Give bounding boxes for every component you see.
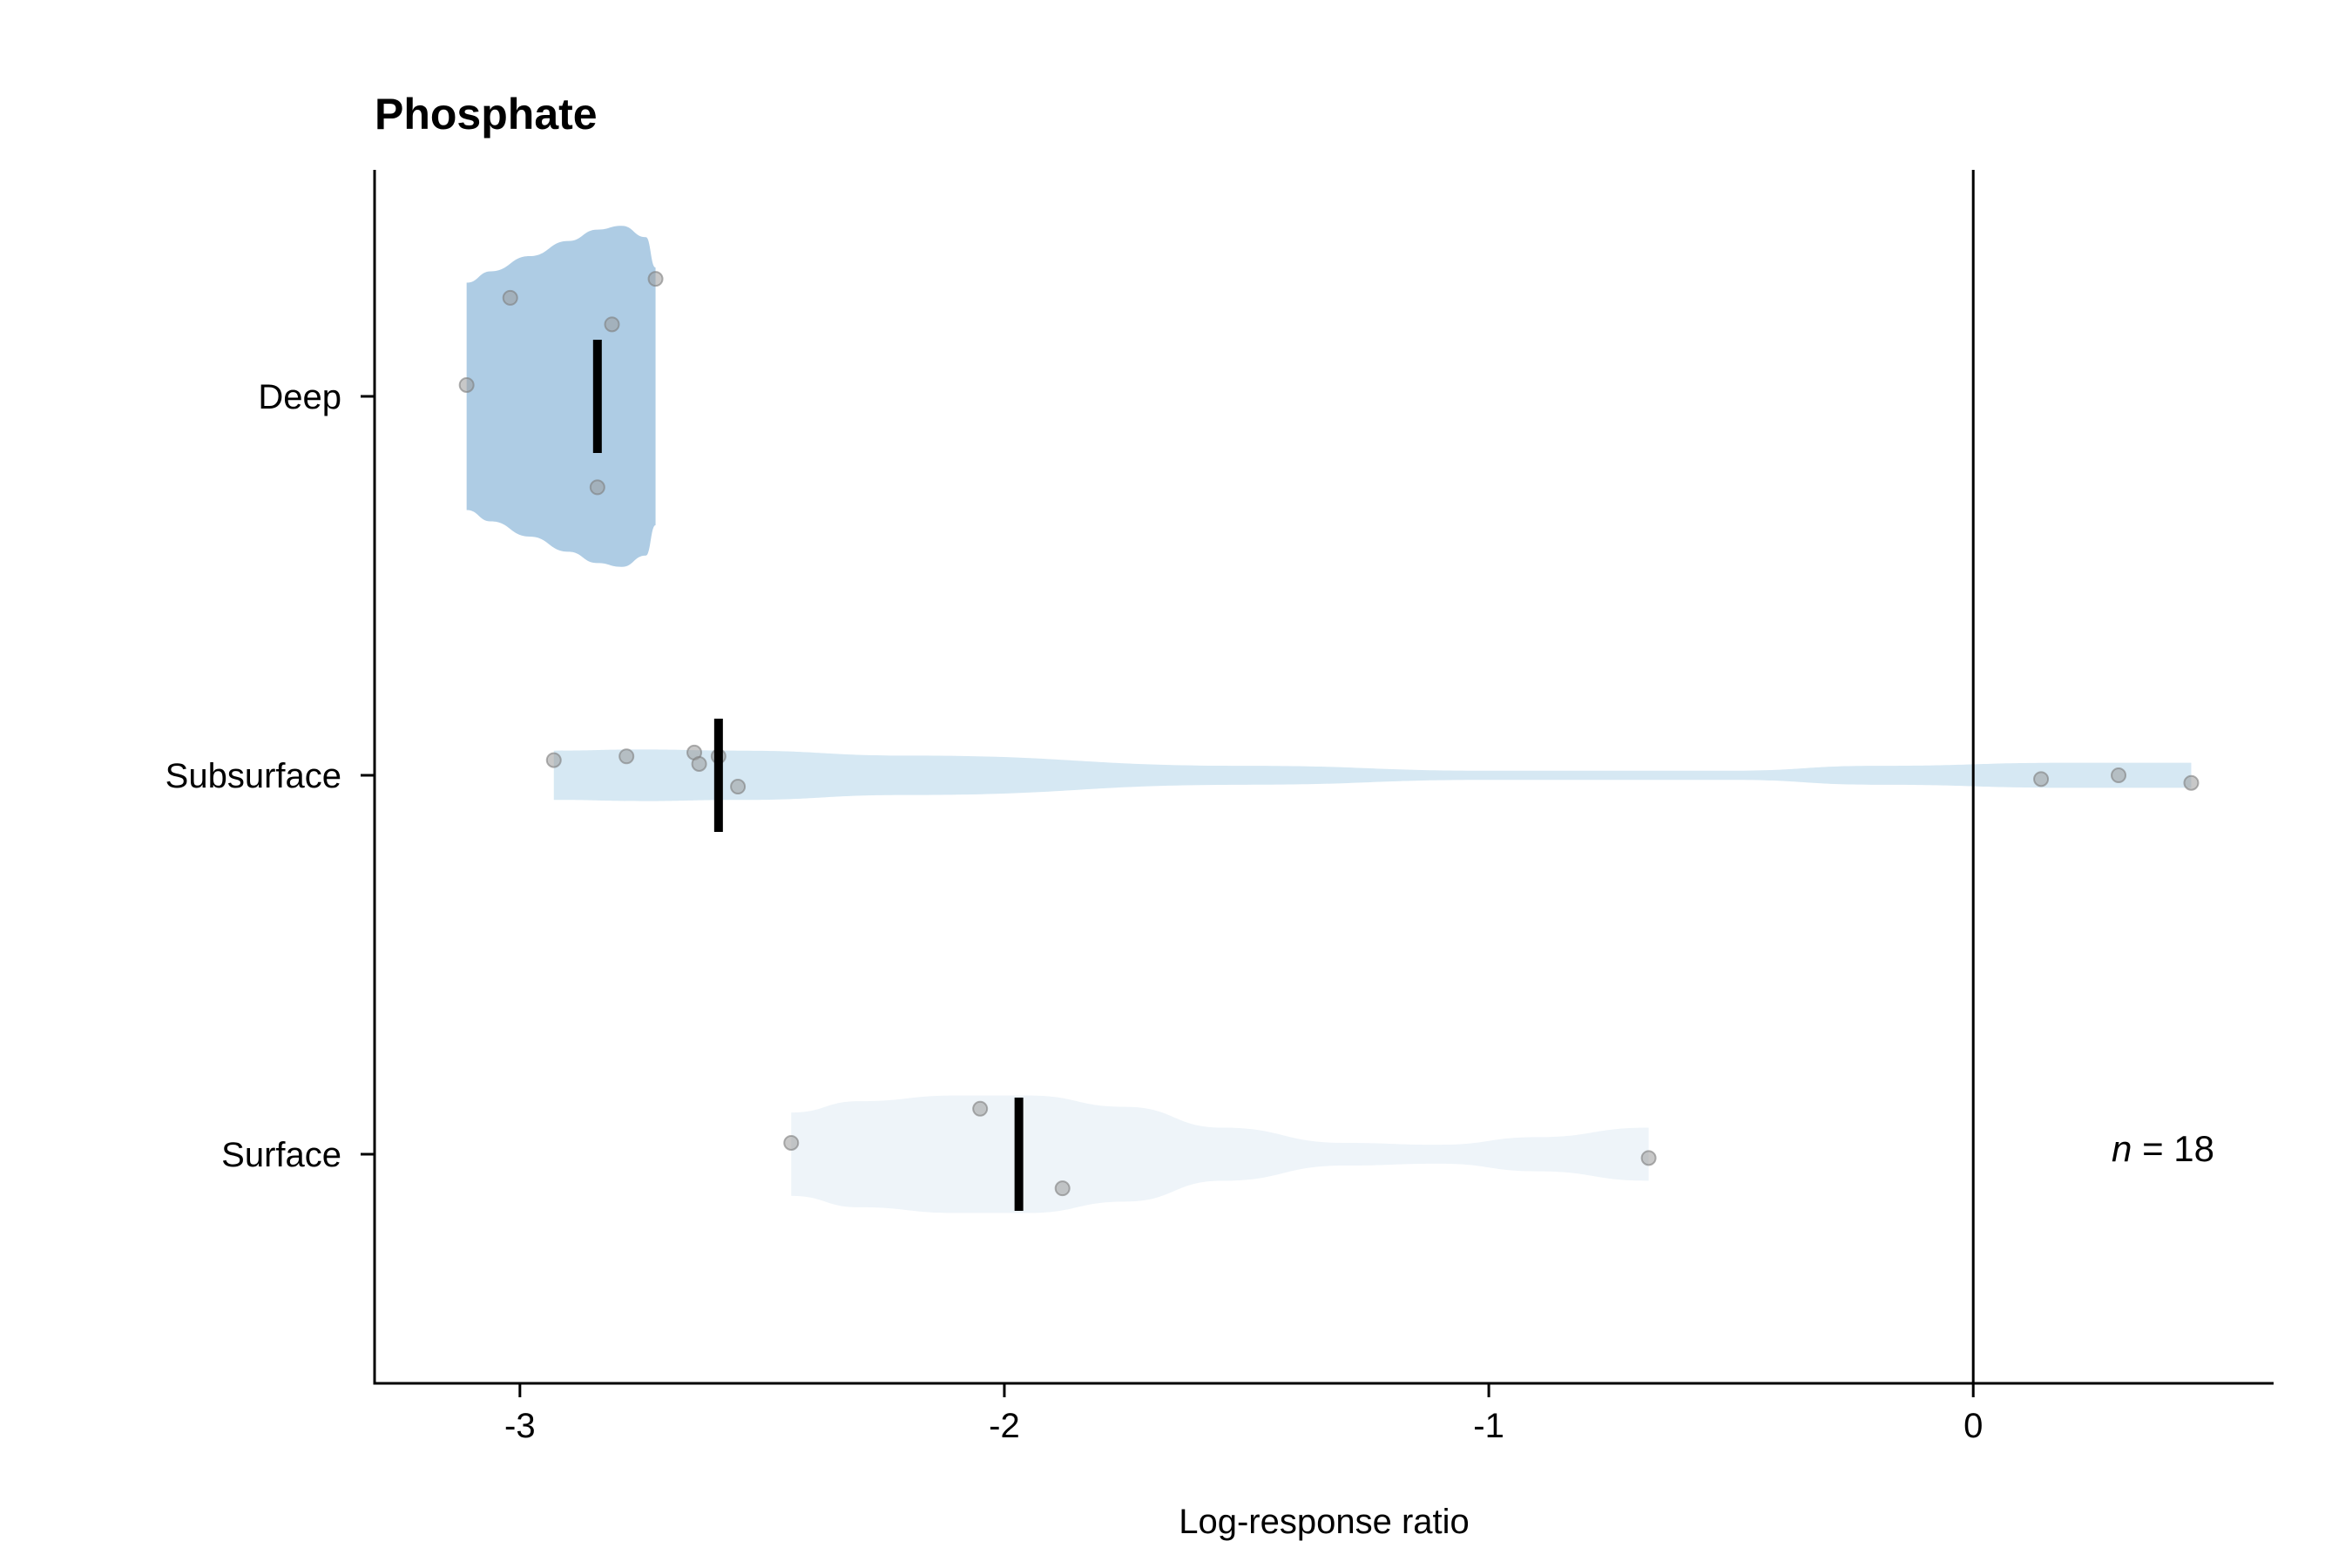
data-point — [2111, 767, 2127, 783]
data-point — [647, 271, 664, 287]
data-point — [972, 1100, 989, 1117]
x-tick-label: 0 — [1963, 1407, 1983, 1445]
data-point — [502, 289, 518, 306]
data-point — [618, 748, 635, 765]
violin-deep — [466, 226, 656, 567]
means-layer — [592, 340, 1024, 1211]
chart-title: Phosphate — [375, 90, 598, 139]
data-point — [2033, 771, 2050, 787]
violin-subsurface — [553, 749, 2192, 801]
x-tick-label: -2 — [989, 1407, 1020, 1445]
data-point — [783, 1134, 800, 1151]
data-point — [691, 755, 707, 772]
data-point — [2183, 774, 2200, 791]
annotation-text: = 18 — [2132, 1128, 2214, 1169]
sample-size-annotation: n = 18 — [2112, 1128, 2214, 1169]
y-tick-label-subsurface: Subsurface — [166, 757, 341, 795]
y-tick-label-surface: Surface — [221, 1136, 341, 1174]
points-layer — [458, 271, 2200, 1197]
y-tick-label-deep: Deep — [258, 378, 341, 416]
data-point — [730, 779, 747, 795]
x-axis-label: Log-response ratio — [1179, 1503, 1470, 1541]
x-tick-label: -1 — [1473, 1407, 1504, 1445]
annotation-n: n — [2112, 1128, 2132, 1169]
data-point — [545, 752, 562, 768]
x-tick-label: -3 — [504, 1407, 536, 1445]
violin-surface — [791, 1095, 1649, 1213]
violins-layer — [466, 226, 2192, 1213]
data-point — [458, 376, 475, 393]
data-point — [1054, 1180, 1071, 1197]
data-point — [589, 479, 605, 496]
data-point — [604, 316, 620, 333]
data-point — [1640, 1150, 1657, 1166]
axes-layer: -3 -2 -1 0 Deep Subsurface Surface — [166, 170, 2274, 1445]
